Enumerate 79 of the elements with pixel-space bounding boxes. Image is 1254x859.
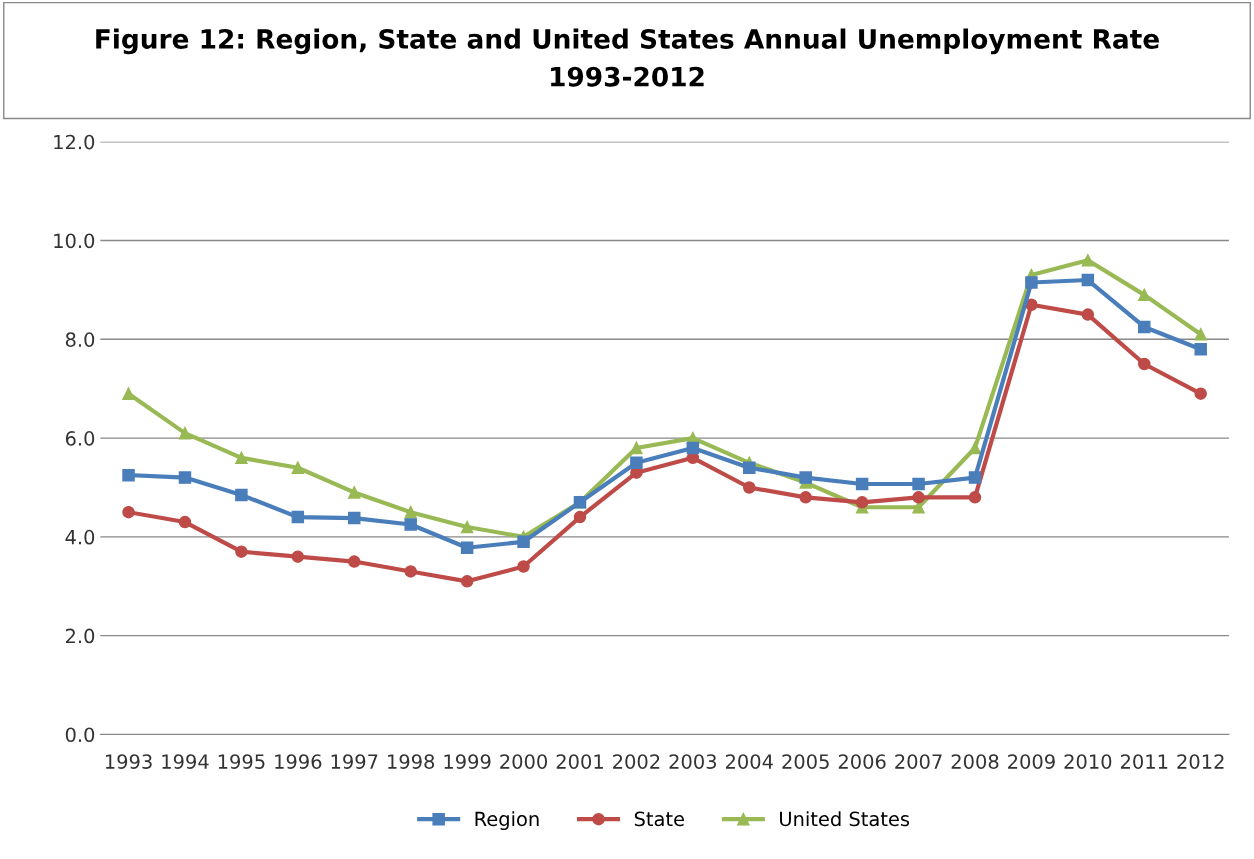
point xyxy=(122,468,135,482)
point xyxy=(630,441,643,455)
point xyxy=(743,461,756,474)
point xyxy=(178,426,192,440)
point xyxy=(630,456,643,470)
point xyxy=(855,477,869,491)
point xyxy=(799,471,812,484)
point xyxy=(968,441,982,455)
x-tick-label: 1993 xyxy=(105,754,152,769)
point xyxy=(1138,320,1151,334)
point xyxy=(1025,276,1038,289)
x-tick-label: 2012 xyxy=(1177,754,1224,769)
point xyxy=(122,505,135,519)
point xyxy=(1194,342,1207,356)
point xyxy=(235,451,248,465)
y-tick-label: 2.0 xyxy=(65,628,95,644)
point xyxy=(1081,273,1095,287)
point xyxy=(912,491,925,504)
x-tick-label: 2011 xyxy=(1120,754,1168,769)
point xyxy=(686,441,700,455)
point xyxy=(404,505,417,519)
point xyxy=(404,565,417,578)
x-tick-label: 1998 xyxy=(388,754,435,769)
y-tick-label: 10.0 xyxy=(54,233,95,249)
x-tick-label: 2010 xyxy=(1064,754,1112,769)
point xyxy=(348,555,361,568)
point xyxy=(291,550,305,563)
point xyxy=(348,486,361,499)
y-tick-label: 6.0 xyxy=(65,431,95,446)
x-tick-label: 2006 xyxy=(838,754,886,769)
y-tick-label: 8.0 xyxy=(65,332,95,347)
x-tick-label: 1996 xyxy=(275,754,322,769)
point xyxy=(460,520,474,534)
point xyxy=(178,471,192,484)
point xyxy=(235,545,248,558)
y-tick-label: 0.0 xyxy=(65,727,95,743)
point xyxy=(1194,328,1207,341)
point xyxy=(968,471,982,484)
point xyxy=(855,496,869,509)
legend-label: Region xyxy=(475,811,539,831)
x-tick-label: 2008 xyxy=(951,754,999,769)
point xyxy=(460,575,474,588)
x-tick-label: 1997 xyxy=(331,754,378,769)
x-tick-label: 2003 xyxy=(669,754,717,769)
point xyxy=(460,541,474,554)
point xyxy=(1081,308,1095,321)
point xyxy=(178,515,192,529)
x-tick-label: 2007 xyxy=(895,754,942,769)
x-tick-label: 2009 xyxy=(1008,754,1055,769)
legend-label: United States xyxy=(780,811,910,827)
point xyxy=(404,518,417,531)
x-tick-label: 2005 xyxy=(782,754,829,769)
point xyxy=(743,481,756,494)
x-tick-label: 1999 xyxy=(444,754,491,769)
point xyxy=(968,491,982,504)
point xyxy=(122,387,135,400)
x-tick-label: 2004 xyxy=(725,754,773,769)
x-tick-label: 2002 xyxy=(613,754,660,769)
point xyxy=(291,461,305,474)
point xyxy=(1081,254,1095,267)
point xyxy=(1138,357,1151,371)
point xyxy=(799,491,812,504)
y-tick-label: 12.0 xyxy=(54,134,95,150)
point xyxy=(235,488,248,502)
point xyxy=(912,477,925,491)
point xyxy=(291,510,305,524)
y-tick-label: 4.0 xyxy=(65,529,95,545)
chart-title: Figure 12: Region, State and United States Annual Unemployment Rate 1993-2012 xyxy=(96,28,1159,87)
point xyxy=(1194,387,1207,400)
point xyxy=(517,535,530,549)
point xyxy=(573,510,587,524)
x-tick-label: 1994 xyxy=(162,754,209,769)
legend-label: State xyxy=(634,811,684,827)
x-tick-label: 2001 xyxy=(556,754,603,769)
x-tick-label: 2000 xyxy=(500,754,547,769)
x-tick-label: 1995 xyxy=(218,754,265,769)
point xyxy=(348,511,361,525)
point xyxy=(517,560,530,573)
point xyxy=(1138,288,1151,302)
